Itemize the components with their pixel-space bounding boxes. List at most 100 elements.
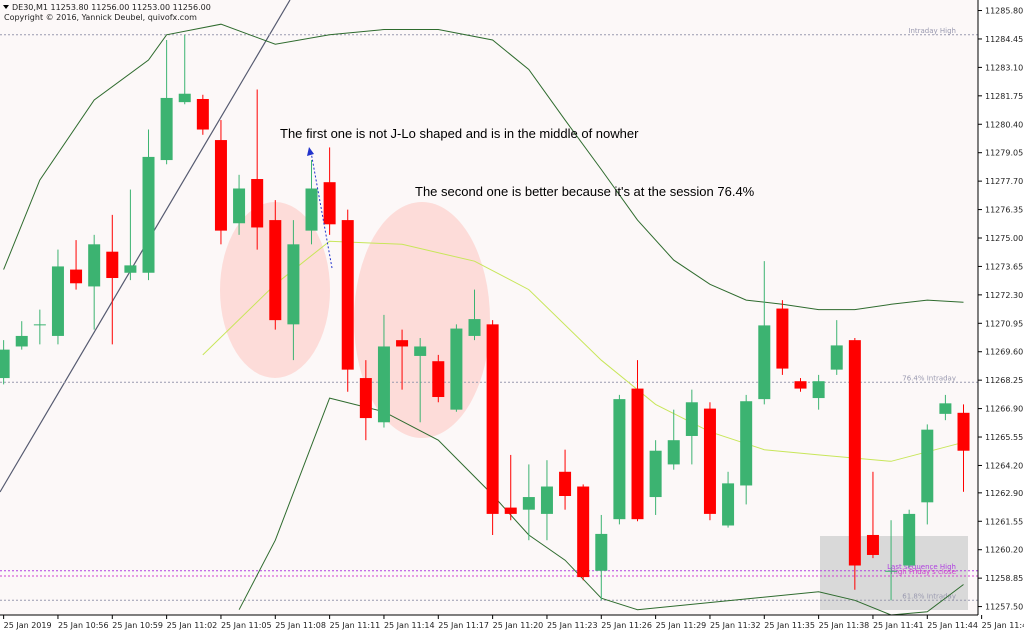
candle-body bbox=[758, 325, 771, 400]
level-label: 76.4% Intraday bbox=[902, 374, 956, 382]
x-tick-label: 25 Jan 11:20 bbox=[493, 621, 544, 630]
candle-body bbox=[305, 188, 318, 231]
candle-body bbox=[468, 319, 481, 336]
header-symbol: DE30,M1 11253.80 11256.00 11253.00 11256… bbox=[12, 3, 211, 12]
y-tick-label: 11272.30 bbox=[985, 291, 1023, 300]
y-tick-label: 11277.70 bbox=[985, 177, 1023, 186]
candle-body bbox=[0, 349, 10, 379]
x-tick-label: 25 Jan 11:14 bbox=[384, 621, 435, 630]
x-tick-label: 25 Jan 11:38 bbox=[819, 621, 870, 630]
candle-body bbox=[885, 570, 898, 572]
candle-body bbox=[613, 399, 626, 520]
candle-body bbox=[377, 346, 390, 423]
candle-body bbox=[957, 412, 970, 451]
candle-body bbox=[269, 220, 282, 321]
candle-body bbox=[921, 429, 934, 503]
candle-body bbox=[88, 244, 101, 287]
x-tick-label: 25 Jan 2019 bbox=[4, 621, 52, 630]
candle-body bbox=[703, 408, 716, 514]
y-tick-label: 11269.60 bbox=[985, 348, 1023, 357]
candle-body bbox=[866, 534, 879, 555]
candle-body bbox=[396, 340, 409, 347]
candle-body bbox=[830, 345, 843, 370]
x-tick-label: 25 Jan 11:32 bbox=[710, 621, 761, 630]
y-tick-label: 11258.85 bbox=[985, 574, 1023, 583]
x-tick-label: 25 Jan 11:02 bbox=[167, 621, 218, 630]
y-tick-label: 11261.55 bbox=[985, 517, 1023, 526]
level-label: High Friday's close bbox=[891, 568, 956, 576]
level-label: 61.8% Intraday bbox=[902, 592, 956, 600]
candle-body bbox=[51, 266, 64, 336]
candle-body bbox=[450, 328, 463, 410]
y-tick-label: 11273.65 bbox=[985, 262, 1023, 271]
candle-body bbox=[522, 497, 535, 510]
y-tick-label: 11264.20 bbox=[985, 461, 1023, 470]
candle-body bbox=[287, 244, 300, 325]
candle-body bbox=[722, 483, 735, 526]
x-tick-label: 25 Jan 10:56 bbox=[58, 621, 109, 630]
candle-body bbox=[323, 182, 336, 225]
x-tick-label: 25 Jan 11:35 bbox=[764, 621, 815, 630]
candle-body bbox=[903, 513, 916, 566]
candle-body bbox=[486, 324, 499, 514]
x-tick-label: 25 Jan 11:29 bbox=[656, 621, 707, 630]
x-tick-label: 25 Jan 11:08 bbox=[275, 621, 326, 630]
annotation: The second one is better because it's at… bbox=[415, 184, 755, 199]
y-tick-label: 11268.25 bbox=[985, 376, 1023, 385]
candle-body bbox=[341, 220, 354, 370]
candle-body bbox=[559, 471, 572, 497]
y-tick-label: 11257.50 bbox=[985, 603, 1023, 612]
y-tick-label: 11260.20 bbox=[985, 546, 1023, 555]
x-tick-label: 25 Jan 10:59 bbox=[112, 621, 163, 630]
candle-body bbox=[106, 251, 119, 279]
candle-body bbox=[196, 98, 209, 130]
candle-body bbox=[414, 346, 427, 356]
y-tick-label: 11279.05 bbox=[985, 149, 1023, 158]
y-tick-label: 11283.10 bbox=[985, 63, 1023, 72]
y-tick-label: 11265.55 bbox=[985, 433, 1023, 442]
y-tick-label: 11284.45 bbox=[985, 35, 1023, 44]
candle-body bbox=[70, 269, 83, 284]
annotation: The first one is not J-Lo shaped and is … bbox=[280, 126, 639, 141]
candle-body bbox=[939, 403, 952, 414]
level-label: Intraday High bbox=[908, 27, 956, 35]
candle-body bbox=[33, 324, 46, 326]
level-label: Last sequence High bbox=[887, 563, 956, 571]
arrow-head bbox=[307, 147, 314, 156]
candle-body bbox=[649, 450, 662, 498]
candle-body bbox=[15, 335, 28, 347]
x-tick-label: 25 Jan 11:17 bbox=[438, 621, 489, 630]
candle-body bbox=[631, 388, 644, 520]
y-tick-label: 11270.95 bbox=[985, 319, 1023, 328]
y-tick-label: 11285.80 bbox=[985, 7, 1023, 16]
candle-body bbox=[432, 361, 445, 398]
candle-body bbox=[540, 486, 553, 514]
candle-body bbox=[124, 265, 137, 273]
indicator-line bbox=[238, 397, 964, 616]
candle-body bbox=[233, 188, 246, 224]
y-tick-label: 11262.90 bbox=[985, 489, 1023, 498]
candle-body bbox=[595, 533, 608, 571]
candle-body bbox=[178, 93, 191, 103]
x-tick-label: 25 Jan 11:47 bbox=[982, 621, 1024, 630]
x-tick-label: 25 Jan 11:11 bbox=[330, 621, 381, 630]
x-tick-label: 25 Jan 11:23 bbox=[547, 621, 598, 630]
candle-body bbox=[794, 381, 807, 389]
indicator-line bbox=[3, 23, 964, 311]
candle-body bbox=[776, 308, 789, 369]
x-tick-label: 25 Jan 11:41 bbox=[873, 621, 924, 630]
y-tick-label: 11281.75 bbox=[985, 92, 1023, 101]
x-tick-label: 25 Jan 11:26 bbox=[601, 621, 652, 630]
candle-body bbox=[848, 340, 861, 566]
candle-body bbox=[359, 378, 372, 419]
candle-body bbox=[740, 401, 753, 486]
indicator-line bbox=[202, 240, 964, 462]
candle-body bbox=[577, 486, 590, 578]
candle-body bbox=[685, 402, 698, 436]
x-tick-label: 25 Jan 11:44 bbox=[927, 621, 978, 630]
candle-body bbox=[251, 179, 264, 228]
candle-body bbox=[142, 156, 155, 273]
header-copyright: Copyright © 2016, Yannick Deubel, quivof… bbox=[4, 13, 197, 22]
candle-body bbox=[214, 140, 227, 231]
